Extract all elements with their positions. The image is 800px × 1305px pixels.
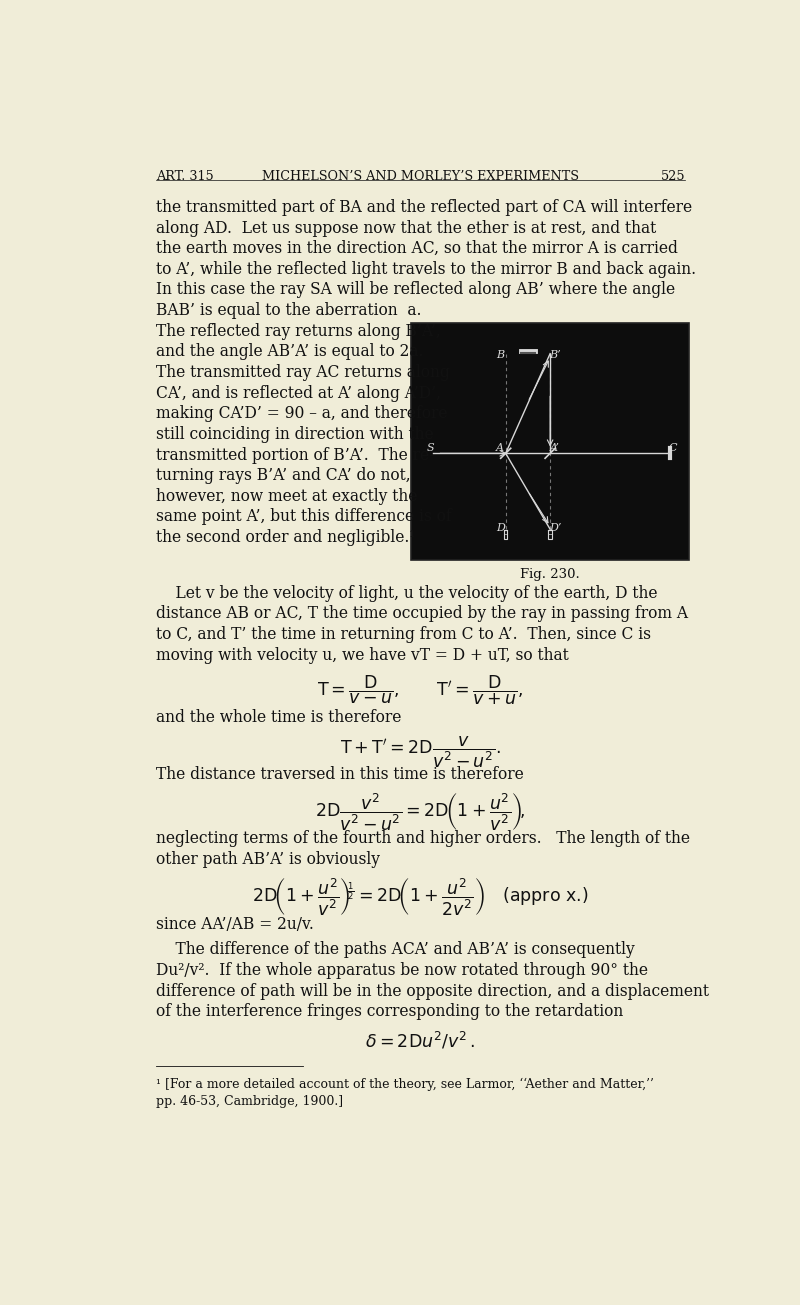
Bar	[504, 530, 507, 539]
Text: Let v be the velocity of light, u the velocity of the earth, D the: Let v be the velocity of light, u the ve…	[156, 585, 658, 602]
Text: difference of path will be in the opposite direction, and a displacement: difference of path will be in the opposi…	[156, 983, 709, 1000]
Text: moving with velocity u, we have vT = D + uT, so that: moving with velocity u, we have vT = D +…	[156, 647, 569, 664]
Text: $\delta = 2\mathrm{D}u^2/v^2\,.$: $\delta = 2\mathrm{D}u^2/v^2\,.$	[366, 1030, 475, 1052]
Text: C: C	[669, 442, 677, 453]
Text: The reflected ray returns along B’A’,: The reflected ray returns along B’A’,	[156, 322, 441, 339]
Text: The transmitted ray AC returns along: The transmitted ray AC returns along	[156, 364, 450, 381]
Text: and the whole time is therefore: and the whole time is therefore	[156, 709, 401, 726]
Text: In this case the ray SA will be reflected along AB’ where the angle: In this case the ray SA will be reflecte…	[156, 282, 675, 299]
Text: since AA’/AB = 2u/v.: since AA’/AB = 2u/v.	[156, 916, 314, 933]
Text: B: B	[496, 350, 504, 360]
Text: transmitted portion of B’A’.  The re-: transmitted portion of B’A’. The re-	[156, 446, 434, 463]
Text: neglecting terms of the fourth and higher orders.   The length of the: neglecting terms of the fourth and highe…	[156, 830, 690, 847]
Text: $2\mathrm{D}\!\left(1 + \dfrac{u^2}{v^2}\right)^{\!\!\frac{1}{2}} = 2\mathrm{D}\: $2\mathrm{D}\!\left(1 + \dfrac{u^2}{v^2}…	[252, 876, 589, 917]
Text: the transmitted part of BA and the reflected part of CA will interfere: the transmitted part of BA and the refle…	[156, 198, 692, 215]
Text: however, now meet at exactly the: however, now meet at exactly the	[156, 488, 417, 505]
Text: making CA’D’ = 90 – a, and therefore: making CA’D’ = 90 – a, and therefore	[156, 406, 447, 423]
Text: other path AB’A’ is obviously: other path AB’A’ is obviously	[156, 851, 380, 868]
Text: BAB’ is equal to the aberration  a.: BAB’ is equal to the aberration a.	[156, 303, 422, 320]
Text: 525: 525	[661, 170, 685, 183]
Text: Du²/v².  If the whole apparatus be now rotated through 90° the: Du²/v². If the whole apparatus be now ro…	[156, 962, 648, 979]
Text: still coinciding in direction with the: still coinciding in direction with the	[156, 425, 434, 442]
Text: $2\mathrm{D}\dfrac{v^2}{v^2 - u^2} = 2\mathrm{D}\!\left(1 + \dfrac{u^2}{v^2}\rig: $2\mathrm{D}\dfrac{v^2}{v^2 - u^2} = 2\m…	[315, 792, 526, 834]
Text: turning rays B’A’ and CA’ do not,: turning rays B’A’ and CA’ do not,	[156, 467, 410, 484]
Text: The difference of the paths ACA’ and AB’A’ is consequently: The difference of the paths ACA’ and AB’…	[156, 941, 634, 958]
Text: $\mathrm{T} + \mathrm{T}' = 2\mathrm{D}\dfrac{v}{v^2 - u^2}.$: $\mathrm{T} + \mathrm{T}' = 2\mathrm{D}\…	[340, 735, 501, 770]
Text: D: D	[496, 523, 505, 534]
Text: The distance traversed in this time is therefore: The distance traversed in this time is t…	[156, 766, 523, 783]
Text: and the angle AB’A’ is equal to 2a.: and the angle AB’A’ is equal to 2a.	[156, 343, 423, 360]
Text: ART. 315: ART. 315	[156, 170, 214, 183]
Text: same point A’, but this difference is of: same point A’, but this difference is of	[156, 509, 451, 526]
Text: $\mathrm{T} = \dfrac{\mathrm{D}}{v - u},\qquad \mathrm{T}' = \dfrac{\mathrm{D}}{: $\mathrm{T} = \dfrac{\mathrm{D}}{v - u},…	[318, 673, 523, 707]
Text: the second order and negligible.¹: the second order and negligible.¹	[156, 529, 415, 545]
Text: ¹ [For a more detailed account of the theory, see Larmor, ‘‘Aether and Matter,’’: ¹ [For a more detailed account of the th…	[156, 1078, 654, 1091]
Text: D’: D’	[550, 523, 562, 534]
Text: to A’, while the reflected light travels to the mirror B and back again.: to A’, while the reflected light travels…	[156, 261, 696, 278]
Text: along AD.  Let us suppose now that the ether is at rest, and that: along AD. Let us suppose now that the et…	[156, 219, 656, 236]
Text: to C, and T’ the time in returning from C to A’.  Then, since C is: to C, and T’ the time in returning from …	[156, 626, 651, 643]
Bar	[548, 530, 552, 539]
Text: A’: A’	[550, 442, 560, 453]
Bar	[411, 322, 689, 560]
Text: of the interference fringes corresponding to the retardation: of the interference fringes correspondin…	[156, 1004, 623, 1021]
Text: MICHELSON’S AND MORLEY’S EXPERIMENTS: MICHELSON’S AND MORLEY’S EXPERIMENTS	[262, 170, 579, 183]
Text: the earth moves in the direction AC, so that the mirror A is carried: the earth moves in the direction AC, so …	[156, 240, 678, 257]
Text: CA’, and is reflected at A’ along A’D’,: CA’, and is reflected at A’ along A’D’,	[156, 385, 441, 402]
Text: Fig. 230.: Fig. 230.	[520, 568, 580, 581]
Text: S: S	[426, 442, 434, 453]
Text: A: A	[496, 442, 504, 453]
Text: pp. 46-53, Cambridge, 1900.]: pp. 46-53, Cambridge, 1900.]	[156, 1095, 343, 1108]
Text: B’: B’	[549, 350, 561, 360]
Text: distance AB or AC, T the time occupied by the ray in passing from A: distance AB or AC, T the time occupied b…	[156, 606, 688, 622]
